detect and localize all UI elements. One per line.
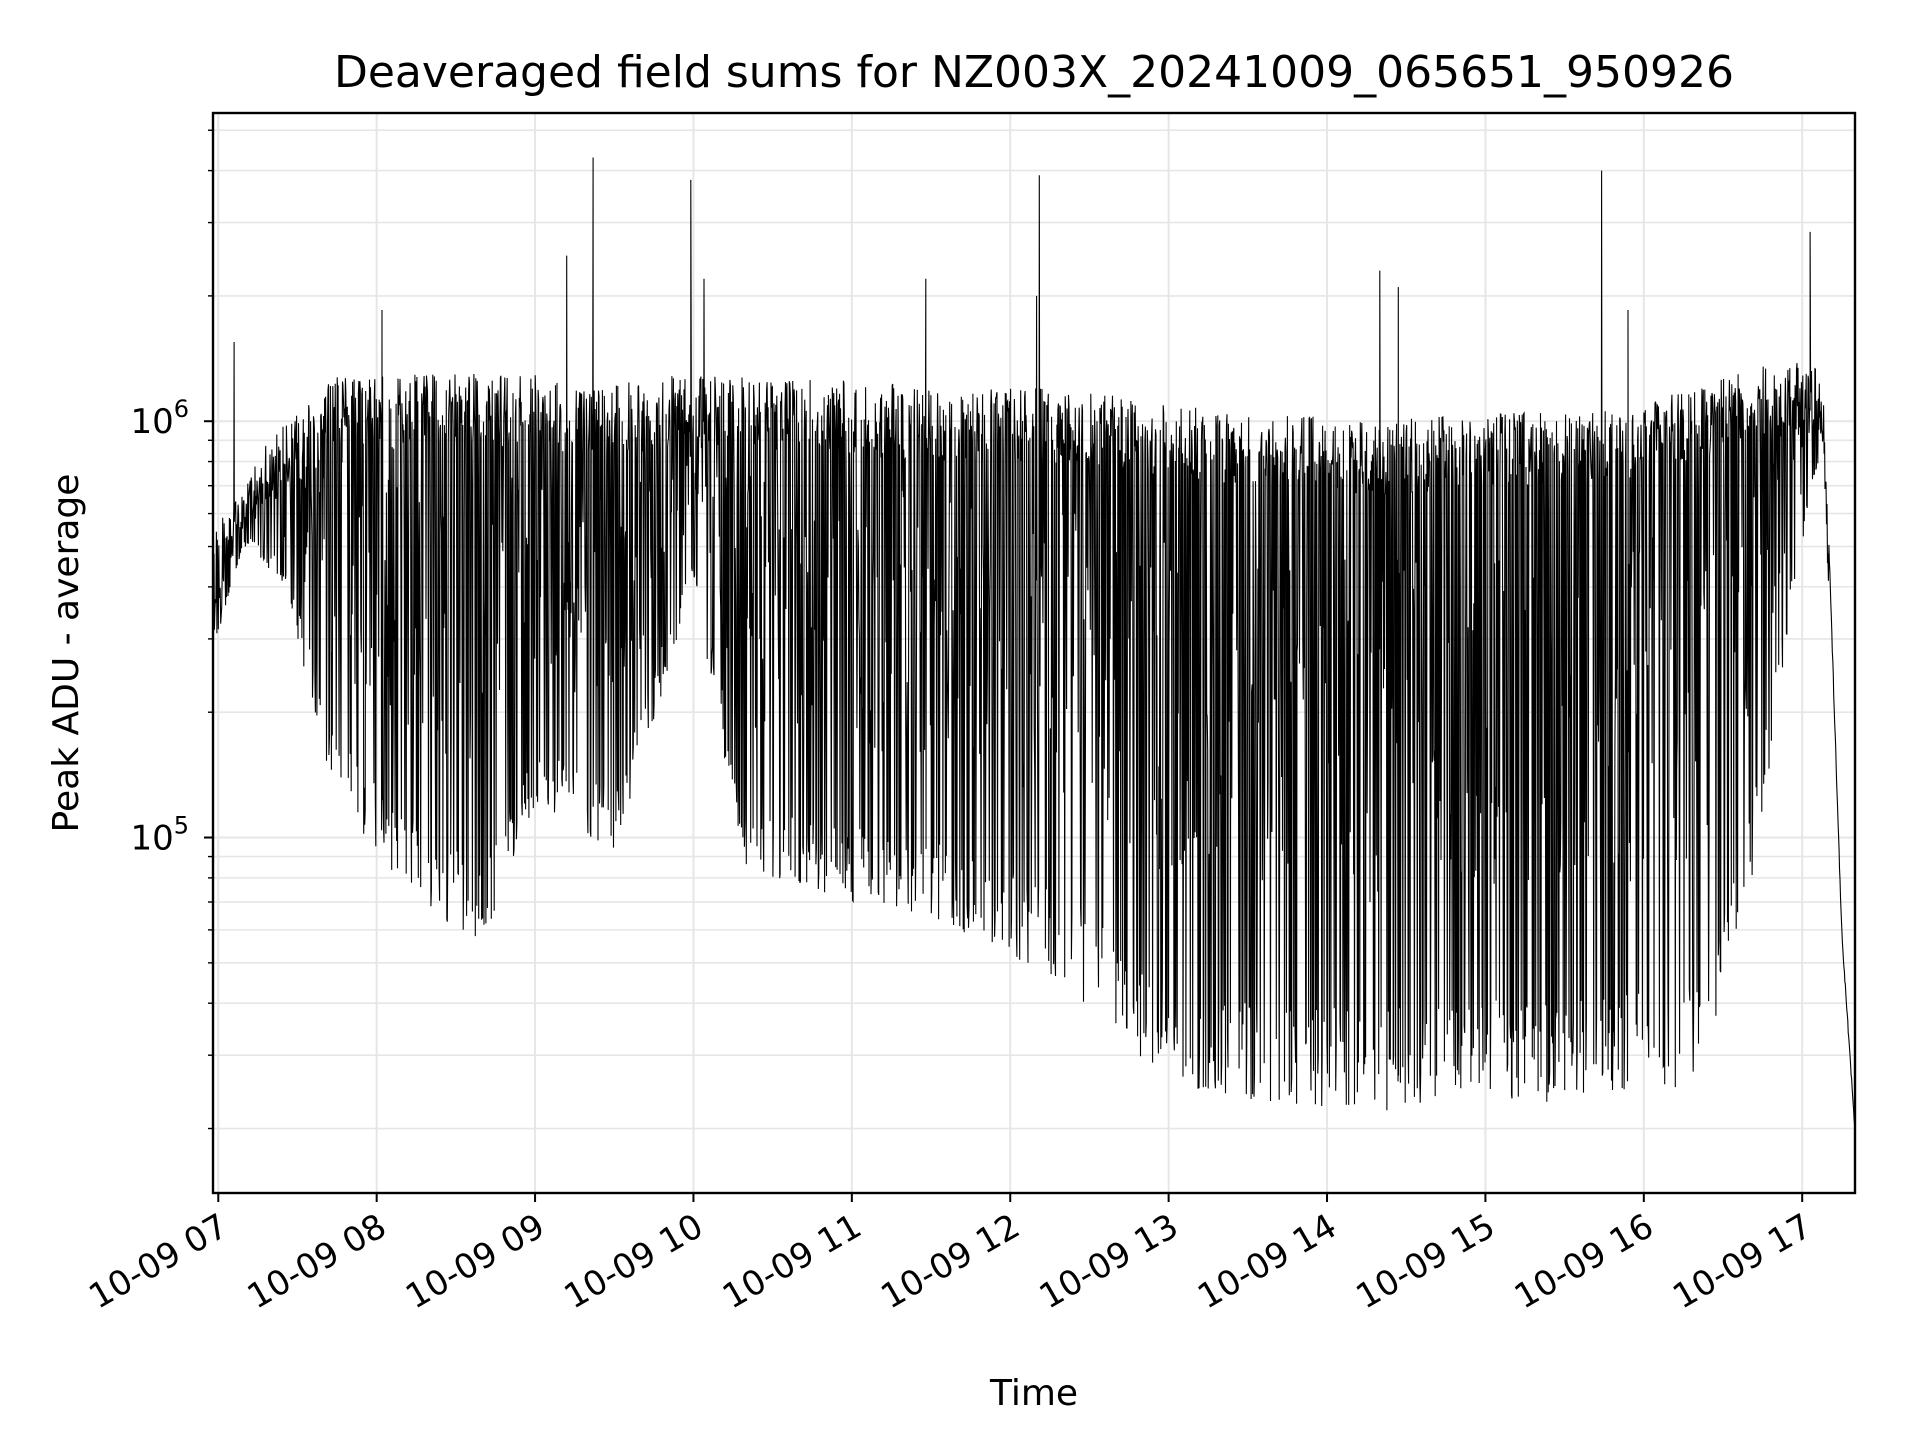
y-tick-exponent: 5 xyxy=(174,812,189,840)
plot-frame xyxy=(211,111,1857,1195)
data-series xyxy=(213,157,1855,1129)
y-tick-base: 10 xyxy=(130,819,173,859)
series-line xyxy=(213,157,1855,1129)
x-axis-label: Time xyxy=(989,1373,1078,1414)
y-tick-exponent: 6 xyxy=(174,395,189,423)
y-tick-label: 106 xyxy=(130,395,189,442)
y-axis-label: Peak ADU - average xyxy=(46,474,87,833)
y-tick-base: 10 xyxy=(130,402,173,442)
chart-title: Deaveraged field sums for NZ003X_2024100… xyxy=(334,47,1734,98)
y-tick-label: 105 xyxy=(130,812,189,859)
